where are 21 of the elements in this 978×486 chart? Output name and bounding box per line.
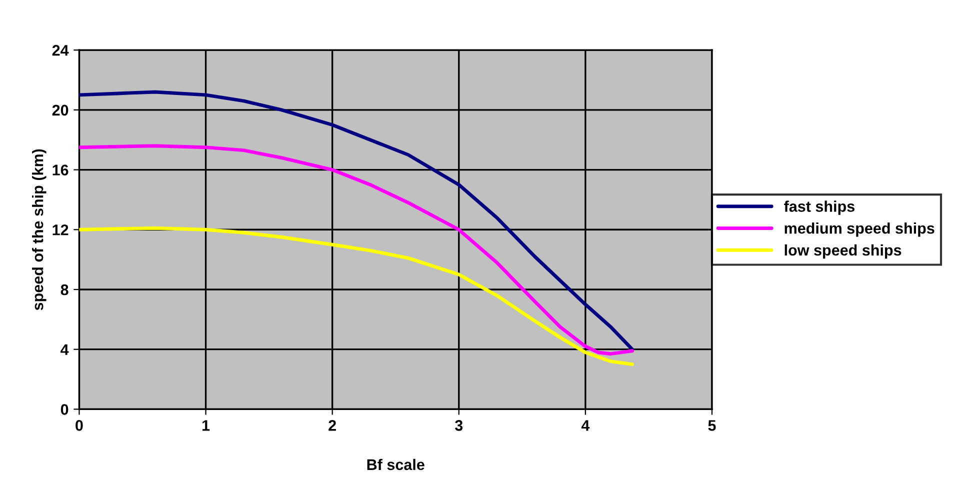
legend-label: low speed ships	[784, 244, 902, 259]
line-series	[79, 90, 634, 352]
x-tick-label: 5	[708, 420, 716, 431]
x-tick-label: 3	[454, 420, 463, 431]
y-axis-title: speed of the ship (km)	[32, 149, 46, 310]
x-tick-label: 0	[76, 420, 83, 431]
y-tick-label: 0	[60, 404, 68, 415]
x-tick-label: 1	[202, 420, 210, 431]
line-series	[79, 144, 634, 356]
y-tick-label: 4	[60, 344, 69, 355]
line-series	[79, 226, 634, 366]
y-tick-label: 12	[52, 224, 68, 236]
legend-label: medium speed ships	[784, 222, 934, 237]
x-tick-label: 4	[581, 420, 590, 431]
y-tick-label: 8	[60, 284, 68, 296]
y-tick-label: 24	[52, 44, 69, 56]
legend-label: fast ships	[784, 200, 854, 215]
y-tick-label: 16	[52, 164, 68, 176]
x-tick-label: 2	[328, 420, 336, 431]
x-axis-title: Bf scale	[367, 458, 424, 470]
y-tick-label: 20	[52, 104, 68, 116]
